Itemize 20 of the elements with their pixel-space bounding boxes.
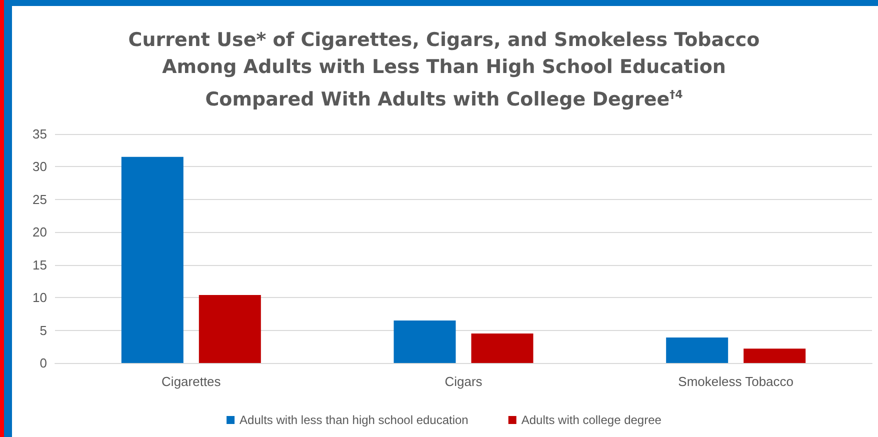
y-tick-label: 25 <box>32 192 47 207</box>
y-tick-label: 20 <box>32 224 47 240</box>
bar <box>121 156 184 363</box>
x-tick-label: Smokeless Tobacco <box>678 374 794 389</box>
legend-label: Adults with college degree <box>521 413 662 427</box>
x-tick-label: Cigarettes <box>162 374 222 389</box>
y-tick-label: 35 <box>32 126 47 142</box>
bar <box>744 348 806 363</box>
legend-label: Adults with less than high school education <box>240 413 468 427</box>
y-tick-label: 10 <box>32 290 47 306</box>
x-tick-label: Cigars <box>444 374 483 389</box>
y-tick-label: 0 <box>40 356 47 370</box>
y-tick-label: 5 <box>40 322 47 338</box>
bar <box>198 294 261 363</box>
y-tick-label: 15 <box>32 257 47 272</box>
y-tick-label: 30 <box>32 159 47 174</box>
bar <box>394 320 456 363</box>
bar <box>666 337 728 363</box>
bar <box>471 334 534 363</box>
chart-title: Current Use* of Cigarettes, Cigars, and Smokeless Tobacco Among Adults with Less Than High School Education Compared With Adults with College Degree$^{†4}$ <box>127 28 761 112</box>
